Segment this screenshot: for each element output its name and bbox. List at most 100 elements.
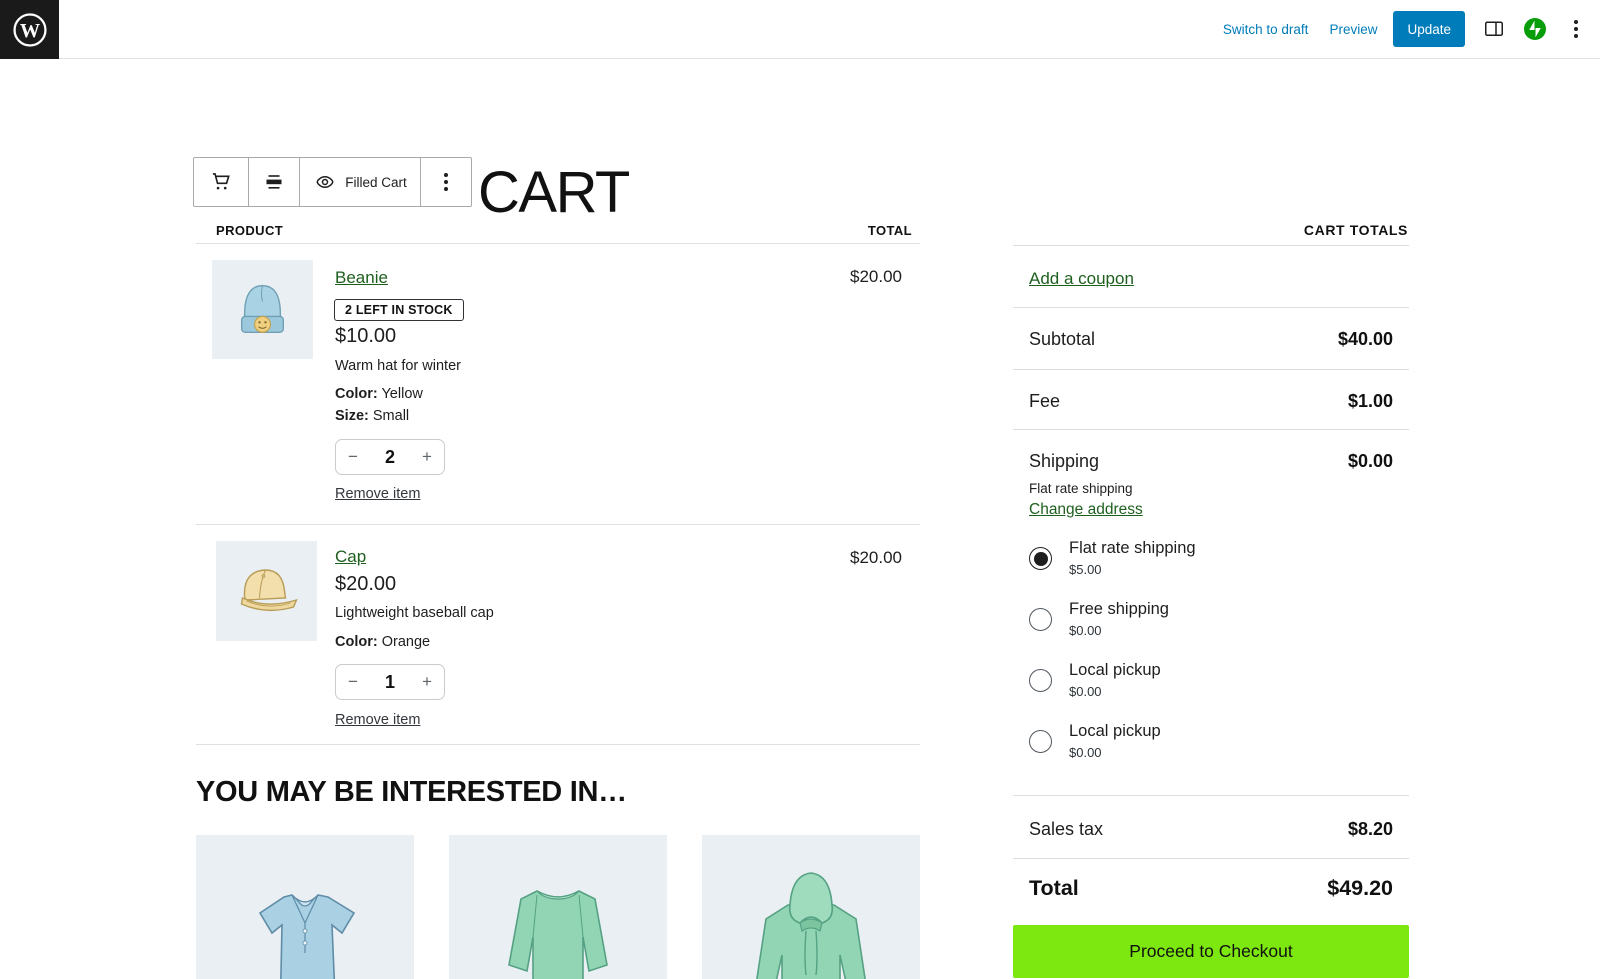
attribute-value: Small — [372, 408, 410, 424]
shipping-option-price: $5.00 — [1069, 562, 1102, 577]
divider — [1013, 307, 1409, 308]
more-options-icon — [1574, 20, 1578, 38]
cap-product-link[interactable]: Cap — [335, 547, 367, 566]
radio-button[interactable] — [1029, 669, 1052, 692]
wordpress-admin-button[interactable]: W — [0, 0, 59, 59]
polo-shirt-illustration — [258, 894, 356, 979]
shipping-value: $0.00 — [1347, 451, 1393, 471]
add-coupon-link[interactable]: Add a coupon — [1029, 269, 1134, 288]
shipping-option-label: Local pickup — [1069, 661, 1161, 679]
beanie-unit-price: $10.00 — [335, 325, 397, 347]
radio-button[interactable] — [1029, 730, 1052, 753]
attribute-label: Size: — [335, 408, 369, 424]
subtotal-label: Subtotal — [1029, 329, 1096, 349]
divider — [1013, 858, 1409, 859]
shopping-cart-icon — [208, 169, 234, 195]
cap-description: Lightweight baseball cap — [335, 605, 494, 621]
decrease-quantity-button[interactable]: − — [348, 672, 358, 691]
cap-line-total: $20.00 — [850, 548, 902, 567]
total-label: Total — [1029, 876, 1079, 900]
filled-cart-view-toggle[interactable]: Filled Cart — [300, 158, 421, 206]
beanie-color-attribute: Color: Yellow — [335, 386, 423, 402]
proceed-to-checkout-button[interactable]: Proceed to Checkout — [1013, 925, 1409, 978]
recommendations-heading: YOU MAY BE INTERESTED IN… — [196, 776, 627, 808]
divider — [1013, 795, 1409, 796]
long-sleeve-tee-illustration — [508, 890, 608, 979]
topbar-right-actions: Switch to draft Preview Update — [1223, 0, 1588, 58]
beanie-line-total: $20.00 — [850, 267, 902, 286]
stock-badge: 2 LEFT IN STOCK — [334, 299, 464, 321]
cart-items-section: PRODUCT TOTAL Beanie 2 LEFT IN STOCK $10… — [196, 0, 920, 979]
cart-totals-section: CART TOTALS Add a coupon Subtotal $40.00… — [1013, 0, 1409, 979]
recommended-product-hoodie[interactable] — [702, 835, 920, 979]
shipping-option-local-pickup-2[interactable]: Local pickup $0.00 — [1029, 722, 1389, 772]
recommended-product-polo[interactable] — [196, 835, 414, 979]
preview-link[interactable]: Preview — [1329, 21, 1378, 37]
fee-value: $1.00 — [1347, 391, 1393, 411]
cap-illustration — [240, 569, 298, 612]
product-column-header: PRODUCT — [216, 223, 284, 238]
shipping-option-price: $0.00 — [1069, 623, 1102, 638]
cap-remove-item-link[interactable]: Remove item — [335, 712, 421, 728]
divider — [1013, 369, 1409, 370]
attribute-label: Color: — [335, 634, 378, 650]
radio-button[interactable] — [1029, 608, 1052, 631]
radio-button[interactable] — [1029, 547, 1052, 570]
subtotal-value: $40.00 — [1337, 329, 1393, 349]
divider — [1013, 245, 1409, 246]
shipping-option-flat-rate[interactable]: Flat rate shipping $5.00 — [1029, 539, 1389, 589]
increase-quantity-button[interactable]: + — [422, 672, 432, 691]
sidebar-panel-icon — [1482, 17, 1506, 41]
shipping-option-label: Flat rate shipping — [1069, 539, 1196, 557]
beanie-product-image[interactable] — [212, 260, 313, 359]
attribute-value: Orange — [381, 634, 431, 650]
shipping-method-text: Flat rate shipping — [1029, 481, 1133, 496]
beanie-illustration — [241, 285, 284, 333]
sales-tax-value: $8.20 — [1347, 819, 1393, 839]
cap-product-image[interactable] — [216, 541, 317, 641]
beanie-quantity-stepper: − 2 + — [335, 439, 445, 475]
block-options-button[interactable] — [421, 158, 471, 206]
increase-quantity-button[interactable]: + — [422, 447, 432, 466]
shipping-option-free-shipping[interactable]: Free shipping $0.00 — [1029, 600, 1389, 650]
editor-topbar: Switch to draft Preview Update — [0, 0, 1600, 59]
row-divider — [196, 744, 920, 745]
update-button[interactable]: Update — [1393, 11, 1465, 47]
options-menu-button[interactable] — [1564, 17, 1588, 41]
beanie-size-attribute: Size: Small — [335, 408, 409, 424]
page-title[interactable]: CART — [478, 159, 630, 225]
recommended-product-long-sleeve-tee[interactable] — [449, 835, 667, 979]
cap-color-attribute: Color: Orange — [335, 634, 430, 650]
block-more-options-icon — [444, 173, 448, 191]
table-header-divider — [196, 243, 920, 244]
settings-sidebar-toggle[interactable] — [1482, 17, 1506, 41]
quantity-value[interactable]: 2 — [384, 446, 395, 467]
cart-totals-heading: CART TOTALS — [1303, 222, 1408, 238]
view-toggle-label: Filled Cart — [345, 174, 407, 190]
total-value: $49.20 — [1327, 876, 1393, 900]
fee-label: Fee — [1029, 391, 1061, 411]
change-address-link[interactable]: Change address — [1029, 501, 1143, 518]
hoodie-illustration — [756, 872, 866, 979]
cart-block-toolbar: Filled Cart — [193, 157, 472, 207]
shipping-option-label: Local pickup — [1069, 722, 1161, 740]
switch-to-draft-link[interactable]: Switch to draft — [1222, 21, 1309, 37]
svg-text:W: W — [19, 19, 39, 41]
divider — [1013, 429, 1409, 430]
quantity-value[interactable]: 1 — [384, 671, 395, 692]
beanie-description: Warm hat for winter — [335, 358, 461, 374]
align-button[interactable] — [249, 158, 300, 206]
beanie-product-link[interactable]: Beanie — [335, 268, 388, 287]
attribute-label: Color: — [335, 386, 378, 402]
jetpack-button[interactable] — [1523, 17, 1547, 41]
sales-tax-label: Sales tax — [1029, 819, 1104, 839]
decrease-quantity-button[interactable]: − — [348, 447, 358, 466]
attribute-value: Yellow — [381, 386, 423, 402]
beanie-remove-item-link[interactable]: Remove item — [335, 486, 421, 502]
cap-unit-price: $20.00 — [335, 573, 397, 595]
cart-block-type-button[interactable] — [194, 158, 249, 206]
total-column-header: TOTAL — [867, 223, 912, 238]
shipping-option-local-pickup-1[interactable]: Local pickup $0.00 — [1029, 661, 1389, 711]
row-divider — [196, 524, 920, 525]
shipping-label: Shipping — [1029, 451, 1100, 471]
